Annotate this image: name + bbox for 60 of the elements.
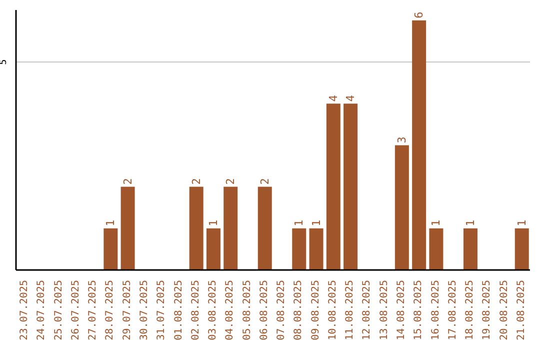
bar <box>429 228 444 270</box>
bar <box>258 186 272 270</box>
bar <box>309 228 324 270</box>
x-tick-label: 27.07.2025 <box>88 280 99 340</box>
x-tick-label: 17.08.2025 <box>447 280 458 340</box>
x-tick-label: 14.08.2025 <box>396 280 407 340</box>
data-label: 1 <box>515 220 528 226</box>
x-tick-label: 24.07.2025 <box>36 280 48 340</box>
x-tick-label: 18.08.2025 <box>464 280 476 340</box>
data-label: 6 <box>412 12 426 18</box>
data-label: 1 <box>206 220 220 226</box>
bar <box>394 145 409 270</box>
bar <box>292 228 306 270</box>
data-label: 2 <box>224 178 238 185</box>
data-label: 4 <box>344 94 358 102</box>
data-label: 1 <box>310 220 323 226</box>
x-tick-label: 19.08.2025 <box>482 280 493 340</box>
x-tick-label: 23.07.2025 <box>19 280 30 340</box>
bar <box>206 228 220 270</box>
x-tick-label: 09.08.2025 <box>310 280 322 340</box>
data-label: 1 <box>430 220 443 226</box>
bar <box>326 104 340 270</box>
data-label: 1 <box>104 220 118 226</box>
x-tick-label: 01.08.2025 <box>173 280 184 340</box>
x-tick-label: 25.07.2025 <box>53 280 64 340</box>
x-tick-label: 10.08.2025 <box>327 280 338 340</box>
bar <box>463 228 478 270</box>
bar <box>189 186 204 270</box>
data-label: 1 <box>292 220 306 226</box>
x-tick-label: 03.08.2025 <box>208 280 219 340</box>
x-tick-label: 06.08.2025 <box>258 280 270 340</box>
x-tick-label: 30.07.2025 <box>139 280 150 340</box>
x-tick-label: 04.08.2025 <box>224 280 236 340</box>
x-tick-label: 15.08.2025 <box>413 280 424 340</box>
bar <box>104 228 118 270</box>
x-tick-label: 13.08.2025 <box>378 280 390 340</box>
data-label: 3 <box>395 136 408 144</box>
x-tick-label: 08.08.2025 <box>293 280 304 340</box>
data-label: 1 <box>464 220 477 226</box>
x-tick-label: 05.08.2025 <box>242 280 253 340</box>
data-label: 2 <box>190 178 203 185</box>
data-label: 2 <box>121 178 134 185</box>
x-tick-label: 20.08.2025 <box>498 280 510 340</box>
data-label: 2 <box>258 178 272 185</box>
bar <box>344 104 358 270</box>
x-tick-label: 02.08.2025 <box>190 280 202 340</box>
x-tick-label: 16.08.2025 <box>430 280 442 340</box>
bar <box>412 20 426 270</box>
x-tick-label: 21.08.2025 <box>516 280 527 340</box>
x-tick-label: 12.08.2025 <box>362 280 373 340</box>
bar <box>514 228 529 270</box>
data-label: 4 <box>326 94 340 102</box>
x-tick-label: 29.07.2025 <box>122 280 133 340</box>
bar <box>224 186 238 270</box>
x-tick-label: 11.08.2025 <box>344 280 356 340</box>
x-tick-label: 28.07.2025 <box>104 280 116 340</box>
bar <box>120 186 135 270</box>
x-tick-label: 31.07.2025 <box>156 280 168 340</box>
x-tick-label: 26.07.2025 <box>70 280 82 340</box>
x-tick-label: 07.08.2025 <box>276 280 288 340</box>
